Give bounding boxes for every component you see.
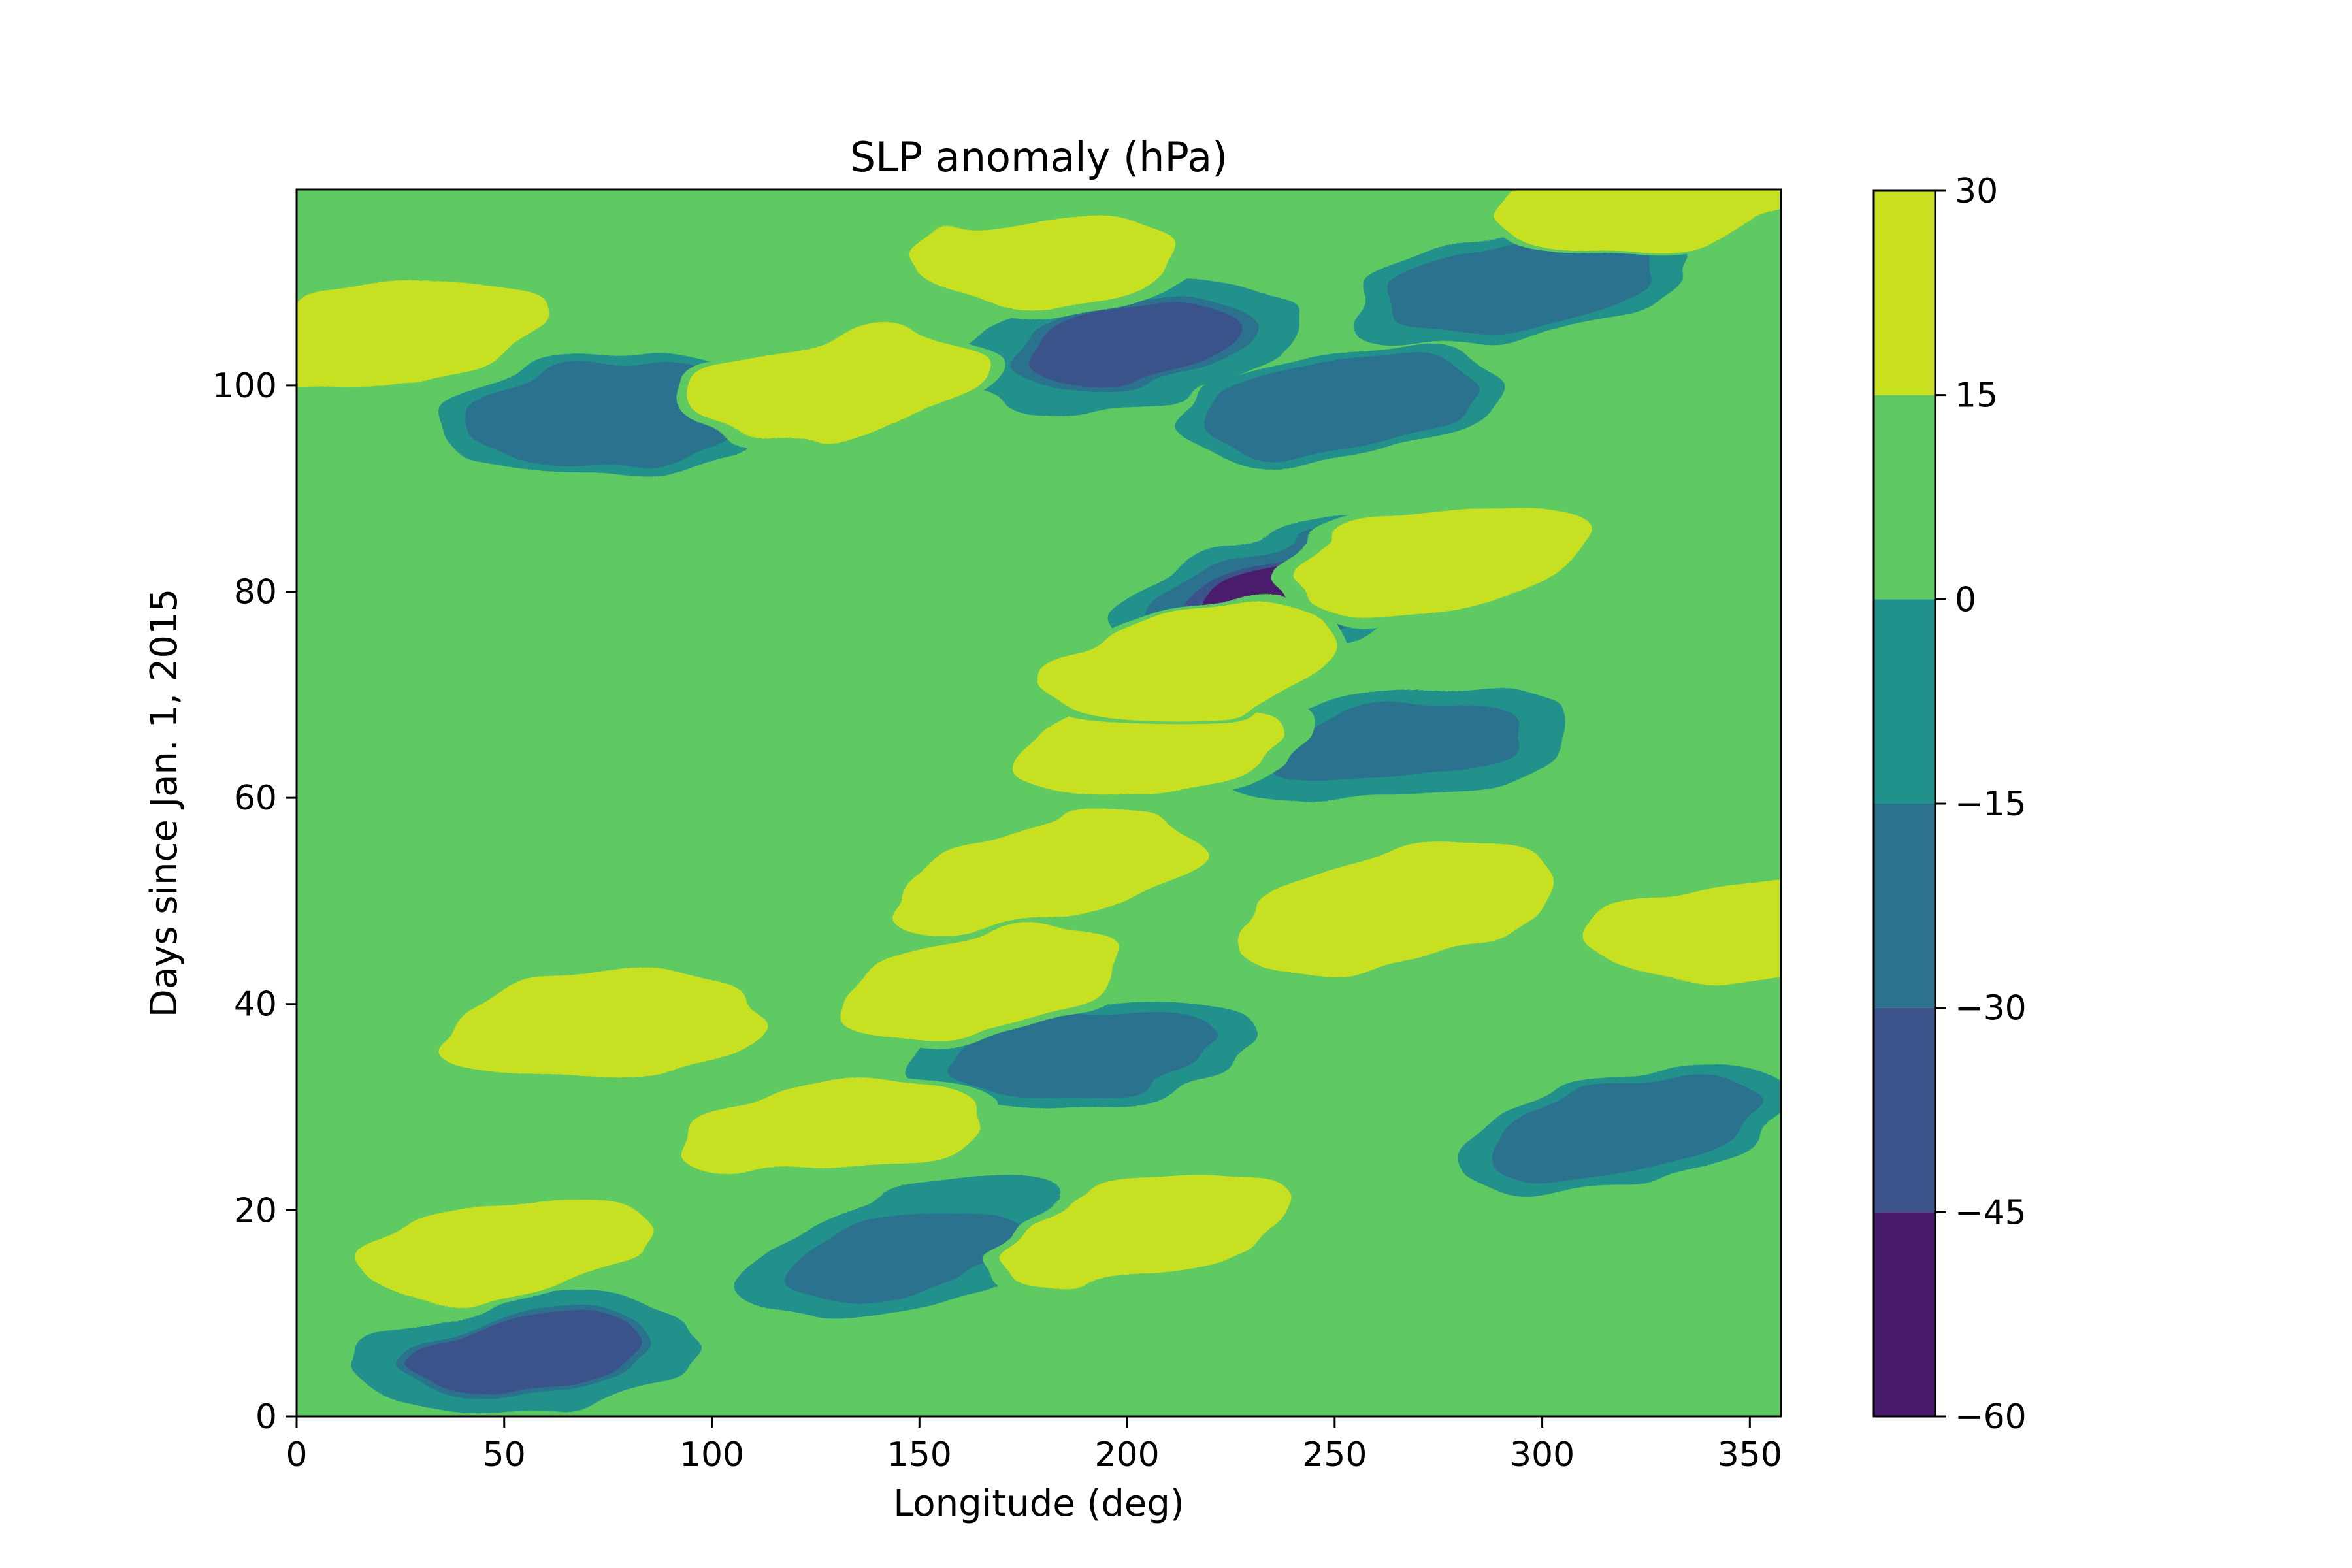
contour-band — [355, 1198, 653, 1305]
y-tick-label: 80 — [234, 572, 277, 612]
contour-feature — [743, 1186, 1079, 1317]
contour-feature — [875, 204, 1213, 319]
contour-band — [1492, 189, 1781, 252]
contour-band — [297, 278, 554, 389]
y-axis-ticks: 0 20 40 60 80 100 — [212, 367, 297, 1437]
colorbar-swatch — [1874, 1212, 1935, 1416]
contour-band — [1193, 355, 1476, 457]
x-axis-ticks: 0 50 100 150 200 250 300 350 — [286, 1416, 1782, 1475]
y-tick-label: 60 — [234, 779, 277, 818]
y-axis-label: Days since Jan. 1, 2015 — [143, 589, 186, 1018]
contour-feature — [672, 326, 1001, 444]
plot-area — [297, 189, 1781, 1416]
colorbar-tick-label: −60 — [1955, 1397, 2027, 1437]
x-tick-label: 150 — [887, 1435, 952, 1475]
y-tick-label: 40 — [234, 985, 277, 1024]
colorbar-tick-label: 30 — [1955, 172, 1998, 211]
contour-band — [1021, 304, 1233, 384]
colorbar-tick-label: −15 — [1955, 785, 2027, 824]
x-tick-label: 0 — [286, 1435, 307, 1475]
contour-feature — [670, 1071, 1004, 1184]
contour-band — [1037, 604, 1341, 723]
x-tick-label: 250 — [1302, 1435, 1367, 1475]
contour-feature — [1026, 600, 1352, 728]
contour-band — [908, 215, 1180, 308]
contour-band — [414, 1316, 636, 1393]
colorbar-swatch — [1874, 191, 1935, 395]
contour-band — [1388, 229, 1655, 335]
contour-feature — [1563, 875, 1781, 988]
contour-feature — [297, 274, 565, 393]
contour-feature — [817, 919, 1147, 1048]
contour-feature — [353, 1296, 697, 1413]
colorbar-tick-label: 0 — [1955, 580, 1976, 619]
contour-band — [1579, 881, 1781, 983]
colorbar-tick-label: −45 — [1955, 1193, 2027, 1232]
contour-band — [1241, 850, 1554, 973]
contour-band — [793, 1204, 1029, 1299]
contour-feature — [1273, 501, 1605, 620]
contour-band — [1492, 1075, 1759, 1181]
colorbar-tick-label: 15 — [1955, 376, 1998, 416]
contour-feature — [1235, 847, 1559, 975]
contour-feature — [985, 1167, 1311, 1295]
x-tick-label: 50 — [483, 1435, 526, 1475]
y-tick-label: 20 — [234, 1191, 277, 1230]
colorbar-swatch — [1874, 804, 1935, 1008]
contour-band — [1000, 1173, 1296, 1289]
y-tick-label: 0 — [255, 1397, 277, 1437]
x-tick-label: 200 — [1094, 1435, 1159, 1475]
contour-band — [691, 1078, 983, 1177]
contour-feature — [881, 806, 1207, 934]
contour-feature — [443, 969, 773, 1081]
contour-fill-layer — [297, 189, 1781, 1413]
contour-band — [892, 810, 1196, 930]
contour-feature — [1460, 1063, 1781, 1192]
contour-band — [1275, 702, 1518, 791]
contour-feature — [1168, 346, 1501, 466]
y-tick-label: 100 — [212, 367, 277, 406]
chart-title: SLP anomaly (hPa) — [850, 133, 1228, 181]
contour-band — [956, 1011, 1215, 1100]
x-axis-label: Longitude (deg) — [893, 1482, 1184, 1525]
contour-feature — [339, 1192, 670, 1311]
plot-frame — [295, 188, 1782, 1418]
contour-band — [841, 928, 1122, 1039]
colorbar-swatch — [1874, 599, 1935, 804]
colorbar-tick-label: −30 — [1955, 989, 2027, 1028]
colorbar-swatch — [1874, 395, 1935, 600]
x-tick-label: 350 — [1718, 1435, 1782, 1475]
contour-band — [1294, 508, 1584, 613]
contour-band — [449, 971, 767, 1079]
contour-band — [683, 330, 990, 441]
contour-feature — [1480, 189, 1781, 256]
x-tick-label: 100 — [679, 1435, 744, 1475]
colorbar-swatch — [1874, 1007, 1935, 1213]
x-tick-label: 300 — [1510, 1435, 1575, 1475]
colorbar: −60 −45 −30 −15 0 15 30 — [1872, 172, 2027, 1437]
